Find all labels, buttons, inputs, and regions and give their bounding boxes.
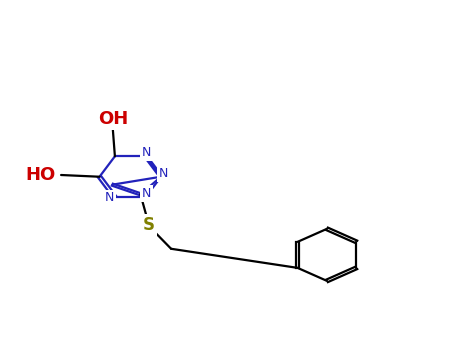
Text: S: S (143, 216, 155, 234)
Text: N: N (142, 146, 151, 159)
Text: N: N (142, 187, 152, 200)
Text: N: N (105, 191, 114, 204)
Text: N: N (159, 167, 168, 181)
Text: OH: OH (98, 110, 129, 128)
Text: HO: HO (25, 166, 56, 184)
